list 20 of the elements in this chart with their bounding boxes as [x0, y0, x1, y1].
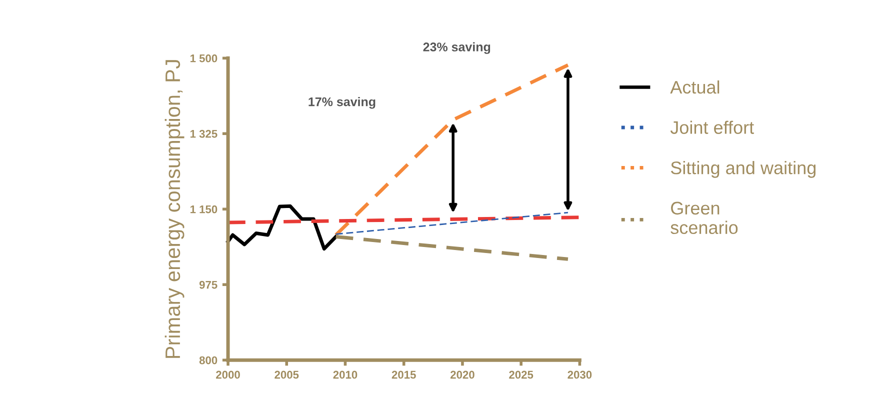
legend-label: Actual [670, 80, 720, 94]
y-axis-title: Primary energy consumption, PJ [164, 60, 184, 358]
x-tick-label: 2025 [509, 370, 534, 379]
x-tick-label: 2005 [274, 370, 299, 379]
annotation: 17% saving [308, 97, 376, 109]
x-tick-label: 2020 [450, 370, 474, 379]
text: 23% saving [423, 42, 490, 54]
x-tick-label: 2030 [568, 370, 592, 379]
x-tick-label: 2000 [216, 370, 240, 379]
y-tick-label: 1 150 [190, 205, 218, 214]
line-series [226, 204, 338, 251]
x-tick-label: 2015 [392, 370, 416, 379]
y-tick-label: 1 500 [190, 54, 218, 62]
legend-label: Sitting and waiting [670, 161, 816, 178]
legend-label: Joint effort [670, 120, 754, 134]
x-tick-label: 2010 [333, 370, 358, 379]
y-tick-label: 1 325 [190, 130, 218, 138]
y-tick-label: 975 [199, 280, 218, 289]
legend-label: Green scenario [670, 202, 738, 234]
y-tick-label: 800 [199, 356, 218, 364]
